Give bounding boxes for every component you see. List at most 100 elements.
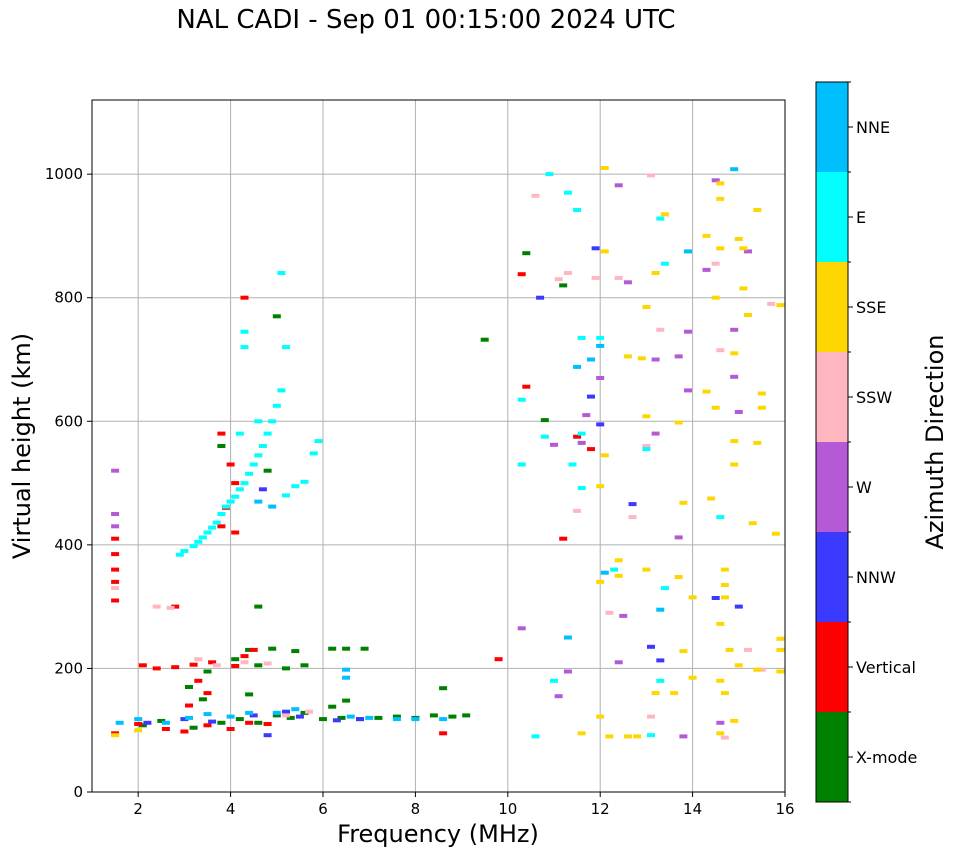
echo-point-vertical bbox=[111, 567, 120, 572]
echo-point-vertical bbox=[180, 729, 189, 734]
colorbar-segment-nne bbox=[816, 82, 848, 172]
x-tick-label: 14 bbox=[683, 800, 702, 818]
echo-point-vertical bbox=[263, 722, 272, 726]
echo-point-nne bbox=[342, 675, 351, 680]
echo-point-e bbox=[231, 494, 240, 499]
echo-point-w bbox=[554, 694, 563, 699]
echo-point-vertical bbox=[194, 678, 203, 683]
echo-point-ssw bbox=[240, 660, 249, 665]
echo-point-sse bbox=[748, 521, 757, 526]
echo-point-vertical bbox=[231, 530, 240, 535]
x-tick-label: 16 bbox=[775, 800, 794, 818]
echo-point-e bbox=[716, 515, 725, 520]
x-tick-label: 2 bbox=[133, 800, 143, 818]
echo-point-e bbox=[545, 172, 554, 177]
echo-point-e bbox=[282, 345, 290, 350]
echo-point-x-mode bbox=[189, 725, 198, 730]
echo-point-x-mode bbox=[480, 337, 489, 342]
echo-point-ssw bbox=[767, 301, 776, 306]
colorbar-tick-label: Vertical bbox=[856, 658, 916, 677]
echo-point-vertical bbox=[573, 434, 582, 439]
echo-point-vertical bbox=[217, 524, 226, 529]
echo-point-w bbox=[684, 388, 692, 393]
echo-point-nne bbox=[226, 714, 235, 719]
echo-point-e bbox=[563, 190, 572, 195]
echo-point-sse bbox=[716, 246, 725, 251]
echo-point-e bbox=[245, 471, 254, 476]
y-tick-label: 800 bbox=[54, 289, 83, 307]
echo-point-e bbox=[596, 335, 605, 340]
echo-point-x-mode bbox=[272, 314, 281, 319]
echo-point-e bbox=[517, 397, 526, 402]
echo-point-vertical bbox=[217, 431, 226, 436]
echo-point-sse bbox=[679, 649, 688, 654]
echo-point-w bbox=[674, 354, 683, 359]
echo-point-w bbox=[674, 535, 683, 540]
echo-point-w bbox=[684, 329, 692, 334]
echo-point-w bbox=[614, 183, 623, 188]
echo-point-e bbox=[240, 345, 249, 350]
echo-point-ssw bbox=[720, 735, 729, 740]
echo-point-w bbox=[619, 613, 628, 618]
echo-point-sse bbox=[688, 675, 697, 680]
echo-point-sse bbox=[739, 286, 748, 291]
echo-point-nne bbox=[291, 707, 300, 712]
echo-point-sse bbox=[111, 733, 120, 738]
echo-point-nne bbox=[684, 249, 692, 254]
echo-point-sse bbox=[596, 579, 605, 584]
echo-point-ssw bbox=[282, 713, 290, 718]
echo-point-x-mode bbox=[319, 717, 327, 722]
echo-point-x-mode bbox=[360, 646, 369, 651]
echo-point-x-mode bbox=[254, 604, 263, 609]
echo-point-w bbox=[550, 442, 558, 447]
echo-point-sse bbox=[730, 351, 739, 356]
colorbar-segment-e bbox=[816, 172, 848, 262]
echo-point-w bbox=[679, 734, 688, 739]
echo-point-nne bbox=[272, 710, 281, 715]
echo-point-sse bbox=[730, 439, 739, 444]
colorbar-segment-w bbox=[816, 442, 848, 532]
echo-point-e bbox=[189, 544, 198, 549]
echo-point-ssw bbox=[573, 508, 582, 513]
echo-point-sse bbox=[757, 391, 766, 396]
echo-point-e bbox=[291, 484, 300, 489]
y-tick-label: 0 bbox=[73, 783, 83, 801]
echo-point-sse bbox=[720, 567, 729, 572]
echo-point-sse bbox=[688, 595, 697, 600]
echo-point-ssw bbox=[711, 261, 720, 266]
echo-point-e bbox=[194, 539, 203, 544]
echo-point-e bbox=[222, 504, 230, 509]
echo-point-w bbox=[111, 512, 120, 516]
echo-point-vertical bbox=[111, 598, 120, 603]
echo-point-x-mode bbox=[245, 692, 254, 697]
echo-point-e bbox=[550, 678, 558, 683]
echo-point-x-mode bbox=[439, 686, 448, 691]
colorbar-tick-label: NNE bbox=[856, 118, 890, 137]
colorbar-segment-x-mode bbox=[816, 712, 848, 802]
echo-point-e bbox=[263, 431, 272, 436]
echo-point-nnw bbox=[263, 733, 272, 738]
echo-point-w bbox=[517, 626, 526, 631]
echo-point-nnw bbox=[656, 658, 665, 663]
echo-point-e bbox=[268, 419, 277, 424]
echo-point-vertical bbox=[111, 579, 120, 584]
echo-point-e bbox=[573, 208, 582, 212]
echo-point-nne bbox=[596, 343, 605, 348]
echo-point-w bbox=[623, 280, 632, 285]
echo-point-e bbox=[577, 486, 586, 490]
x-axis-label: Frequency (MHz) bbox=[337, 820, 539, 848]
echo-point-sse bbox=[720, 691, 729, 696]
echo-point-vertical bbox=[494, 657, 503, 662]
echo-point-nne bbox=[656, 607, 665, 612]
echo-point-sse bbox=[642, 567, 651, 572]
echo-point-e bbox=[226, 499, 235, 504]
echo-point-w bbox=[730, 374, 739, 379]
echo-point-nne bbox=[134, 717, 143, 722]
echo-point-w bbox=[716, 720, 725, 725]
echo-point-nne bbox=[365, 715, 374, 720]
y-tick-label: 400 bbox=[54, 536, 83, 554]
echo-point-vertical bbox=[226, 462, 235, 467]
echo-point-sse bbox=[757, 405, 766, 410]
colorbar-tick-label: X-mode bbox=[856, 748, 917, 767]
